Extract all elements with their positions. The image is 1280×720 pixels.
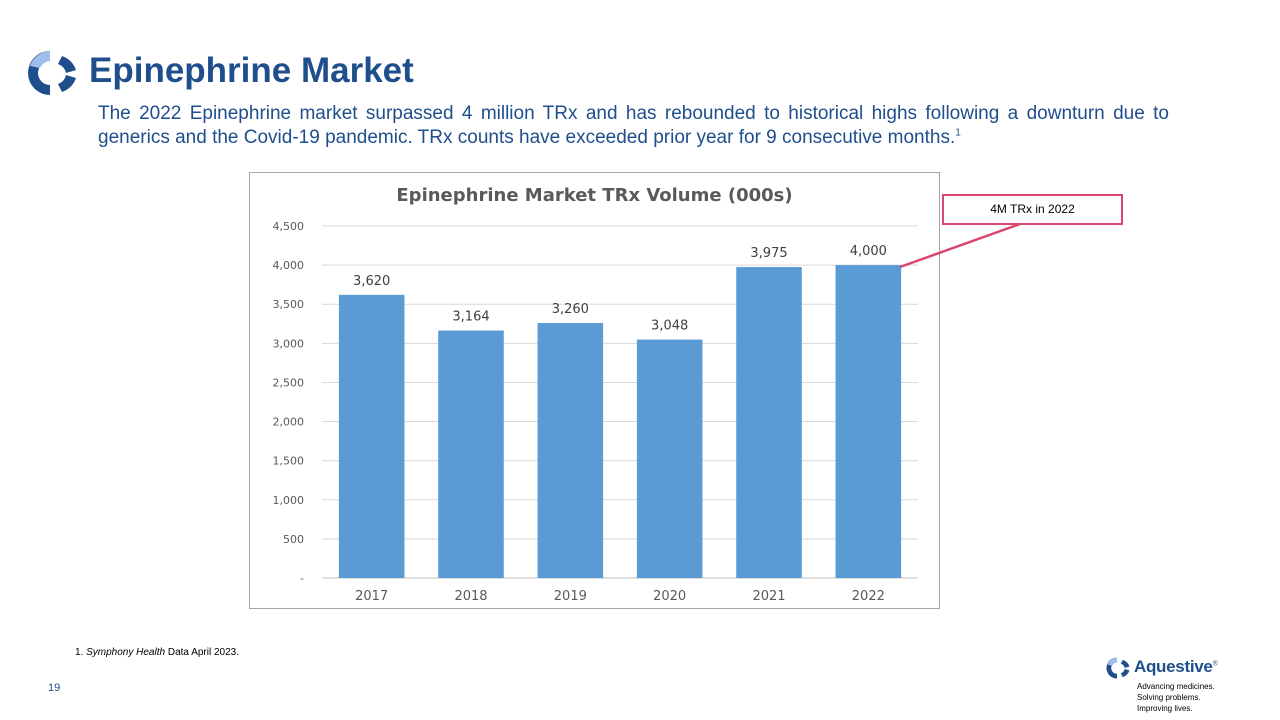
brand-name: Aquestive® bbox=[1134, 657, 1218, 677]
x-tick-label: 2017 bbox=[355, 589, 388, 604]
y-tick-label: 2,500 bbox=[273, 376, 305, 389]
bar bbox=[438, 330, 504, 578]
data-label: 3,620 bbox=[353, 274, 390, 289]
tagline-line-1: Advancing medicines. bbox=[1137, 682, 1215, 691]
x-tick-label: 2018 bbox=[454, 589, 487, 604]
chart-container: - 500 1,000 1,500 2,000 2,500 3,000 3,500 4,000 4… bbox=[249, 172, 940, 609]
page-title: Epinephrine Market bbox=[89, 51, 414, 90]
y-tick-label: 2,000 bbox=[273, 416, 305, 429]
brand-name-text: Aquestive bbox=[1134, 657, 1213, 676]
data-label: 3,975 bbox=[750, 246, 787, 261]
y-tick-label: 1,500 bbox=[273, 455, 305, 468]
footnote-ref: 1 bbox=[955, 127, 961, 139]
data-label: 4,000 bbox=[850, 244, 887, 259]
x-tick-label: 2021 bbox=[752, 589, 785, 604]
y-tick-label: 3,000 bbox=[273, 337, 305, 350]
intro-paragraph: The 2022 Epinephrine market surpassed 4 … bbox=[98, 102, 1169, 150]
y-tick-label: 1,000 bbox=[273, 494, 305, 507]
tagline-line-2: Solving problems. bbox=[1137, 693, 1201, 702]
bar-chart: - 500 1,000 1,500 2,000 2,500 3,000 3,500 4,000 4… bbox=[273, 220, 918, 604]
y-tick-label: 500 bbox=[283, 533, 304, 546]
bar bbox=[736, 267, 802, 578]
y-tick-label: 4,000 bbox=[273, 259, 305, 272]
bar bbox=[338, 294, 405, 578]
callout-box: 4M TRx in 2022 bbox=[942, 194, 1123, 225]
y-tick-label: 4,500 bbox=[273, 220, 305, 233]
aquestive-logo-icon bbox=[28, 51, 76, 95]
bar bbox=[636, 339, 703, 578]
bar bbox=[537, 322, 604, 578]
intro-text: The 2022 Epinephrine market surpassed 4 … bbox=[98, 103, 1169, 148]
x-tick-label: 2022 bbox=[852, 589, 885, 604]
footnote-number: 1. bbox=[75, 647, 84, 658]
footnote: 1. Symphony Health Data April 2023. bbox=[75, 647, 239, 658]
brand-tagline: Advancing medicines. Solving problems. I… bbox=[1137, 681, 1215, 714]
data-label: 3,164 bbox=[452, 310, 489, 325]
footnote-source: Symphony Health bbox=[86, 647, 166, 658]
page-number: 19 bbox=[48, 682, 61, 694]
bar bbox=[835, 265, 902, 578]
aquestive-brand-icon bbox=[1106, 657, 1130, 679]
data-label: 3,048 bbox=[651, 319, 688, 334]
brand-trademark: ® bbox=[1212, 660, 1218, 668]
data-label: 3,260 bbox=[552, 302, 589, 317]
x-tick-label: 2020 bbox=[653, 589, 686, 604]
y-tick-label: - bbox=[300, 572, 304, 585]
x-tick-label: 2019 bbox=[554, 589, 587, 604]
y-tick-label: 3,500 bbox=[273, 298, 305, 311]
tagline-line-3: Improving lives. bbox=[1137, 704, 1193, 713]
footnote-rest: Data April 2023. bbox=[167, 647, 240, 658]
chart-title: Epinephrine Market TRx Volume (000s) bbox=[396, 185, 793, 206]
